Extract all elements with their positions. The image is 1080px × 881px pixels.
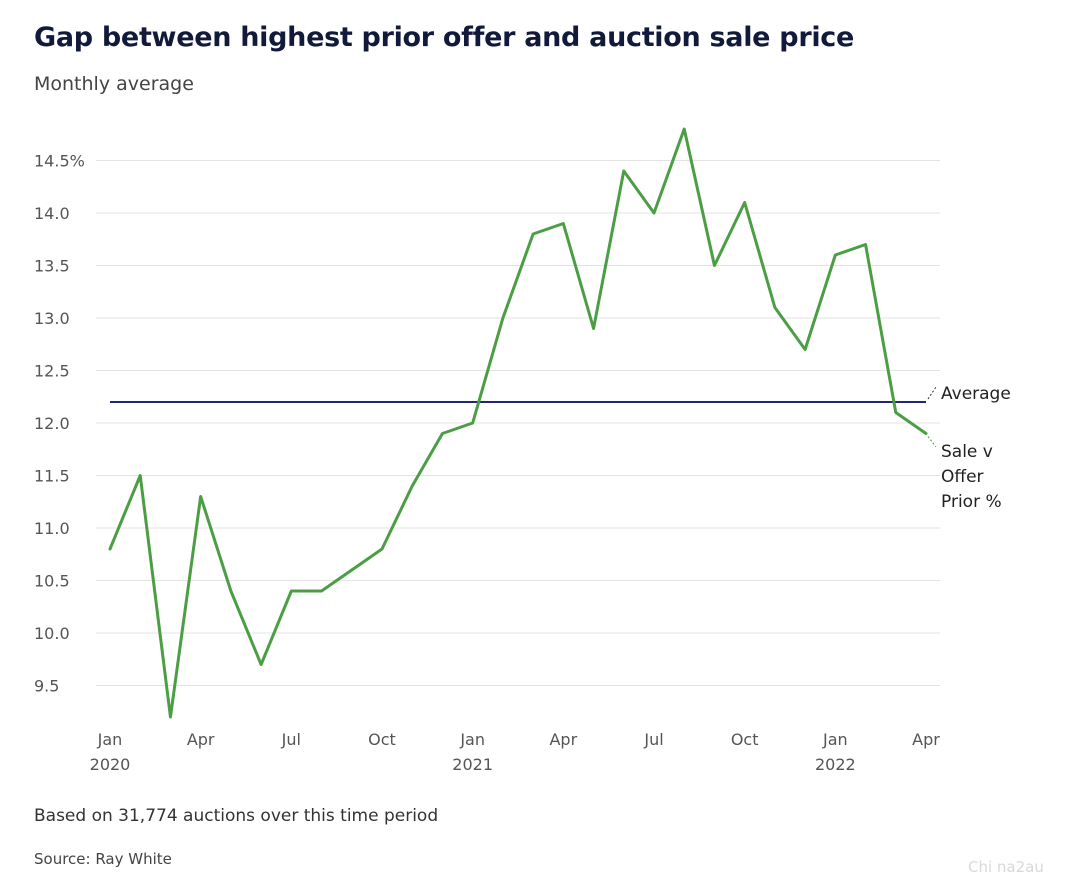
y-tick-label: 12.0: [34, 414, 70, 433]
series-leader: [927, 436, 937, 448]
series-label: Offer: [941, 467, 984, 487]
y-tick-label: 10.5: [34, 572, 70, 591]
chart-title: Gap between highest prior offer and auct…: [34, 22, 855, 53]
y-tick-label: 12.5: [34, 362, 70, 381]
x-axis-ticks: Jan 2020 Apr Jul Oct Jan 2021 Apr Jul Oct Jan 2022 A…: [90, 730, 941, 774]
x-tick-year: 2021: [452, 755, 493, 774]
x-tick-label: Apr: [912, 730, 940, 749]
x-tick-label: Oct: [731, 730, 759, 749]
x-tick-label: Jul: [281, 730, 301, 749]
series-label: Sale v: [941, 442, 993, 462]
series-line-sale-v-offer: [108, 127, 928, 719]
x-tick-label: Apr: [549, 730, 577, 749]
y-tick-label: 14.5%: [34, 152, 85, 171]
y-tick-label: 10.0: [34, 624, 70, 643]
y-tick-label: 13.0: [34, 309, 70, 328]
watermark: Chi na2au: [968, 858, 1044, 876]
gridlines: [96, 160, 940, 686]
source-credit: Source: Ray White: [34, 850, 172, 868]
average-label: Average: [941, 384, 1011, 404]
x-tick-label: Oct: [368, 730, 396, 749]
average-leader: [927, 386, 937, 400]
x-tick-label: Jul: [643, 730, 663, 749]
footnote: Based on 31,774 auctions over this time …: [34, 806, 439, 826]
y-tick-label: 9.5: [34, 677, 59, 696]
y-tick-label: 11.5: [34, 467, 70, 486]
series-labels: Average Sale v Offer Prior %: [927, 384, 1011, 512]
y-tick-label: 13.5: [34, 257, 70, 276]
x-tick-label: Apr: [187, 730, 215, 749]
x-tick-year: 2022: [815, 755, 856, 774]
x-tick-label: Jan: [459, 730, 485, 749]
y-tick-label: 11.0: [34, 519, 70, 538]
x-tick-label: Jan: [822, 730, 848, 749]
y-tick-label: 14.0: [34, 204, 70, 223]
series-label: Prior %: [941, 492, 1002, 512]
x-tick-year: 2020: [90, 755, 131, 774]
series-layer: [108, 127, 928, 719]
y-axis-ticks: 14.5% 14.0 13.5 13.0 12.5 12.0 11.5 11.0 10.5 10.…: [34, 152, 85, 696]
chart-subtitle: Monthly average: [34, 73, 194, 95]
line-chart: 14.5% 14.0 13.5 13.0 12.5 12.0 11.5 11.0 10.5 10.…: [34, 127, 1011, 774]
x-tick-label: Jan: [97, 730, 123, 749]
